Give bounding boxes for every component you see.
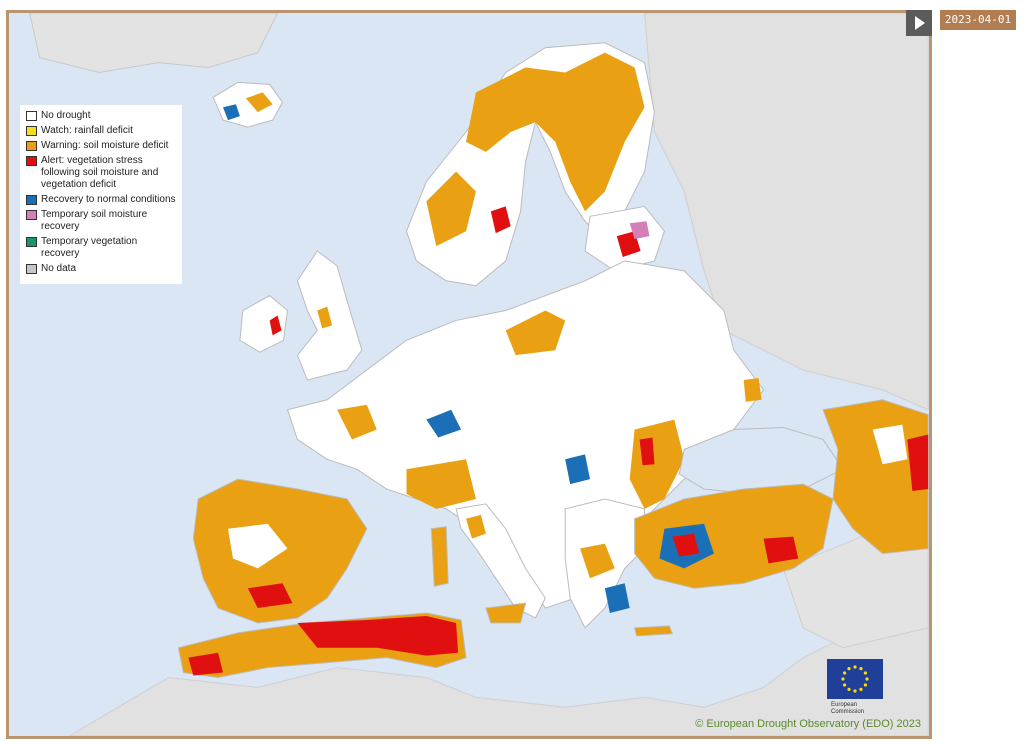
legend-swatch (26, 111, 37, 121)
legend-item: Recovery to normal conditions (26, 194, 178, 206)
sardinia (430, 526, 449, 587)
legend-label: Recovery to normal conditions (41, 194, 176, 205)
legend-item: Temporary vegetation recovery (26, 236, 178, 260)
legend-label: Warning: soil moisture deficit (41, 140, 169, 151)
map-legend: No drought Watch: rainfall deficit Warni… (20, 105, 182, 284)
legend-label: No drought (41, 110, 91, 121)
black-sea (678, 427, 844, 495)
legend-swatch (26, 141, 37, 151)
map-canvas (9, 13, 929, 736)
map-credit: © European Drought Observatory (EDO) 202… (695, 718, 921, 730)
play-button[interactable] (906, 10, 932, 36)
legend-swatch (26, 237, 37, 247)
drought-map: No drought Watch: rainfall deficit Warni… (6, 10, 932, 739)
play-icon (915, 16, 925, 30)
outside-land-east (644, 13, 929, 411)
legend-label: Temporary vegetation recovery (41, 236, 138, 259)
legend-item: No drought (26, 110, 178, 122)
date-badge: 2023-04-01 (940, 10, 1016, 30)
legend-item: Warning: soil moisture deficit (26, 140, 178, 152)
legend-label: Alert: vegetation stress following soil … (41, 155, 159, 190)
great-britain (296, 250, 363, 381)
legend-swatch (26, 210, 37, 220)
legend-label: Watch: rainfall deficit (41, 125, 133, 136)
legend-label: Temporary soil moisture recovery (41, 209, 148, 232)
legend-item: Temporary soil moisture recovery (26, 209, 178, 233)
ireland (239, 295, 289, 353)
european-commission-logo: European Commission (809, 655, 889, 719)
legend-item: No data (26, 263, 178, 275)
legend-item: Watch: rainfall deficit (26, 125, 178, 137)
legend-swatch (26, 156, 37, 166)
legend-label: No data (41, 263, 77, 274)
eu-flag-icon (827, 659, 883, 699)
legend-swatch (26, 195, 37, 205)
greenland (29, 13, 279, 74)
eu-logo-text: European Commission (831, 702, 865, 715)
crete (633, 625, 674, 637)
legend-swatch (26, 264, 37, 274)
legend-item: Alert: vegetation stress following soil … (26, 155, 178, 191)
sicily (485, 602, 527, 624)
legend-swatch (26, 126, 37, 136)
